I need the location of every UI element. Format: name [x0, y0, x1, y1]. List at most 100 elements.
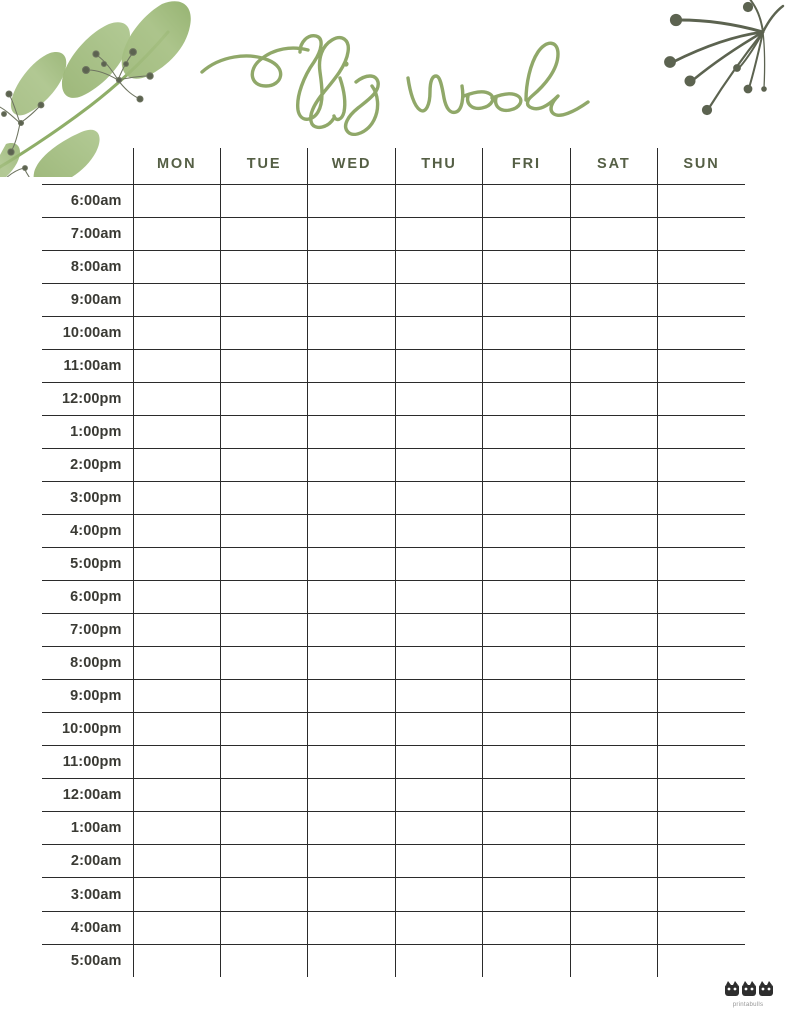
- schedule-cell-tue-10:00pm[interactable]: [219, 712, 308, 746]
- schedule-cell-sun-10:00pm[interactable]: [657, 712, 745, 746]
- schedule-cell-thu-6:00am[interactable]: [394, 183, 483, 218]
- schedule-cell-tue-10:00am[interactable]: [219, 315, 308, 350]
- schedule-cell-sat-1:00am[interactable]: [569, 811, 658, 845]
- schedule-cell-mon-10:00pm[interactable]: [132, 712, 221, 746]
- schedule-cell-sat-9:00am[interactable]: [569, 282, 658, 317]
- schedule-cell-wed-6:00am[interactable]: [307, 183, 396, 218]
- schedule-row[interactable]: 9:00pm: [42, 679, 745, 713]
- schedule-row[interactable]: 5:00am: [42, 943, 745, 978]
- schedule-cell-fri-9:00pm[interactable]: [482, 679, 571, 713]
- schedule-row[interactable]: 3:00am: [42, 877, 745, 912]
- schedule-cell-sun-8:00pm[interactable]: [657, 646, 745, 680]
- schedule-cell-tue-7:00am[interactable]: [219, 216, 308, 251]
- schedule-cell-sat-2:00pm[interactable]: [569, 447, 658, 482]
- schedule-row[interactable]: 12:00pm: [42, 381, 745, 416]
- schedule-cell-mon-11:00pm[interactable]: [132, 745, 221, 779]
- schedule-cell-fri-7:00am[interactable]: [482, 216, 571, 251]
- schedule-cell-mon-7:00am[interactable]: [132, 216, 221, 251]
- schedule-cell-sat-11:00am[interactable]: [569, 348, 658, 383]
- schedule-row[interactable]: 9:00am: [42, 282, 745, 317]
- schedule-cell-tue-2:00pm[interactable]: [219, 447, 308, 482]
- schedule-cell-fri-7:00pm[interactable]: [482, 613, 571, 647]
- schedule-cell-fri-4:00pm[interactable]: [482, 513, 571, 548]
- schedule-cell-wed-4:00pm[interactable]: [307, 513, 396, 548]
- schedule-row[interactable]: 2:00am: [42, 844, 745, 878]
- schedule-cell-mon-12:00am[interactable]: [132, 778, 221, 812]
- schedule-cell-thu-8:00pm[interactable]: [394, 646, 483, 680]
- schedule-cell-wed-3:00pm[interactable]: [307, 480, 396, 515]
- schedule-cell-sat-12:00am[interactable]: [569, 778, 658, 812]
- schedule-cell-fri-2:00am[interactable]: [482, 844, 571, 878]
- schedule-cell-mon-7:00pm[interactable]: [132, 613, 221, 647]
- schedule-cell-wed-7:00pm[interactable]: [307, 613, 396, 647]
- schedule-cell-thu-12:00am[interactable]: [394, 778, 483, 812]
- schedule-cell-sun-7:00am[interactable]: [657, 216, 745, 251]
- schedule-cell-thu-2:00am[interactable]: [394, 844, 483, 878]
- schedule-cell-thu-2:00pm[interactable]: [394, 447, 483, 482]
- schedule-row[interactable]: 1:00am: [42, 811, 745, 845]
- schedule-cell-fri-8:00pm[interactable]: [482, 646, 571, 680]
- schedule-cell-mon-10:00am[interactable]: [132, 315, 221, 350]
- schedule-cell-fri-3:00pm[interactable]: [482, 480, 571, 515]
- schedule-cell-wed-5:00pm[interactable]: [307, 547, 396, 581]
- schedule-cell-sun-2:00pm[interactable]: [657, 447, 745, 482]
- schedule-row[interactable]: 4:00am: [42, 910, 745, 945]
- schedule-body[interactable]: 6:00am 7:00am 8:00am 9:00am 10:00am 11:00am 12…: [42, 183, 745, 978]
- schedule-cell-mon-9:00am[interactable]: [132, 282, 221, 317]
- schedule-cell-fri-9:00am[interactable]: [482, 282, 571, 317]
- schedule-cell-sat-10:00am[interactable]: [569, 315, 658, 350]
- schedule-cell-sun-10:00am[interactable]: [657, 315, 745, 350]
- schedule-cell-thu-5:00pm[interactable]: [394, 547, 483, 581]
- schedule-cell-tue-9:00pm[interactable]: [219, 679, 308, 713]
- schedule-cell-tue-1:00am[interactable]: [219, 811, 308, 845]
- schedule-cell-sat-2:00am[interactable]: [569, 844, 658, 878]
- schedule-cell-wed-8:00am[interactable]: [307, 249, 396, 284]
- schedule-cell-tue-6:00am[interactable]: [219, 183, 308, 218]
- schedule-row[interactable]: 6:00am: [42, 183, 745, 218]
- schedule-cell-tue-12:00am[interactable]: [219, 778, 308, 812]
- schedule-cell-sat-8:00pm[interactable]: [569, 646, 658, 680]
- schedule-cell-sat-10:00pm[interactable]: [569, 712, 658, 746]
- schedule-cell-wed-10:00pm[interactable]: [307, 712, 396, 746]
- weekly-schedule-grid[interactable]: MON TUE WED THU FRI SAT SUN 6:00am 7:00am…: [42, 148, 745, 978]
- schedule-cell-tue-4:00am[interactable]: [219, 910, 308, 945]
- schedule-cell-wed-1:00pm[interactable]: [307, 414, 396, 449]
- schedule-cell-mon-3:00am[interactable]: [132, 877, 221, 912]
- schedule-cell-thu-9:00pm[interactable]: [394, 679, 483, 713]
- schedule-cell-mon-2:00pm[interactable]: [132, 447, 221, 482]
- schedule-cell-wed-2:00am[interactable]: [307, 844, 396, 878]
- schedule-cell-fri-1:00am[interactable]: [482, 811, 571, 845]
- schedule-cell-tue-12:00pm[interactable]: [219, 381, 308, 416]
- schedule-cell-wed-6:00pm[interactable]: [307, 580, 396, 614]
- schedule-row[interactable]: 1:00pm: [42, 414, 745, 449]
- schedule-cell-wed-10:00am[interactable]: [307, 315, 396, 350]
- schedule-cell-thu-9:00am[interactable]: [394, 282, 483, 317]
- schedule-cell-tue-2:00am[interactable]: [219, 844, 308, 878]
- schedule-cell-tue-5:00am[interactable]: [219, 943, 308, 978]
- schedule-cell-fri-6:00pm[interactable]: [482, 580, 571, 614]
- schedule-cell-tue-1:00pm[interactable]: [219, 414, 308, 449]
- schedule-row[interactable]: 6:00pm: [42, 580, 745, 614]
- schedule-cell-wed-5:00am[interactable]: [307, 943, 396, 978]
- schedule-cell-thu-8:00am[interactable]: [394, 249, 483, 284]
- schedule-cell-sun-3:00am[interactable]: [657, 877, 745, 912]
- schedule-cell-thu-3:00am[interactable]: [394, 877, 483, 912]
- schedule-cell-sat-3:00am[interactable]: [569, 877, 658, 912]
- schedule-table[interactable]: MON TUE WED THU FRI SAT SUN 6:00am 7:00am…: [42, 148, 745, 978]
- schedule-cell-tue-9:00am[interactable]: [219, 282, 308, 317]
- schedule-cell-wed-9:00am[interactable]: [307, 282, 396, 317]
- schedule-row[interactable]: 11:00am: [42, 348, 745, 383]
- schedule-cell-sun-8:00am[interactable]: [657, 249, 745, 284]
- schedule-cell-sat-9:00pm[interactable]: [569, 679, 658, 713]
- schedule-cell-mon-5:00pm[interactable]: [132, 547, 221, 581]
- schedule-cell-wed-2:00pm[interactable]: [307, 447, 396, 482]
- schedule-cell-mon-5:00am[interactable]: [132, 943, 221, 978]
- schedule-cell-thu-4:00am[interactable]: [394, 910, 483, 945]
- schedule-cell-wed-3:00am[interactable]: [307, 877, 396, 912]
- schedule-cell-sat-7:00am[interactable]: [569, 216, 658, 251]
- schedule-cell-thu-7:00am[interactable]: [394, 216, 483, 251]
- schedule-row[interactable]: 8:00pm: [42, 646, 745, 680]
- schedule-cell-tue-11:00pm[interactable]: [219, 745, 308, 779]
- schedule-cell-thu-3:00pm[interactable]: [394, 480, 483, 515]
- schedule-cell-mon-6:00pm[interactable]: [132, 580, 221, 614]
